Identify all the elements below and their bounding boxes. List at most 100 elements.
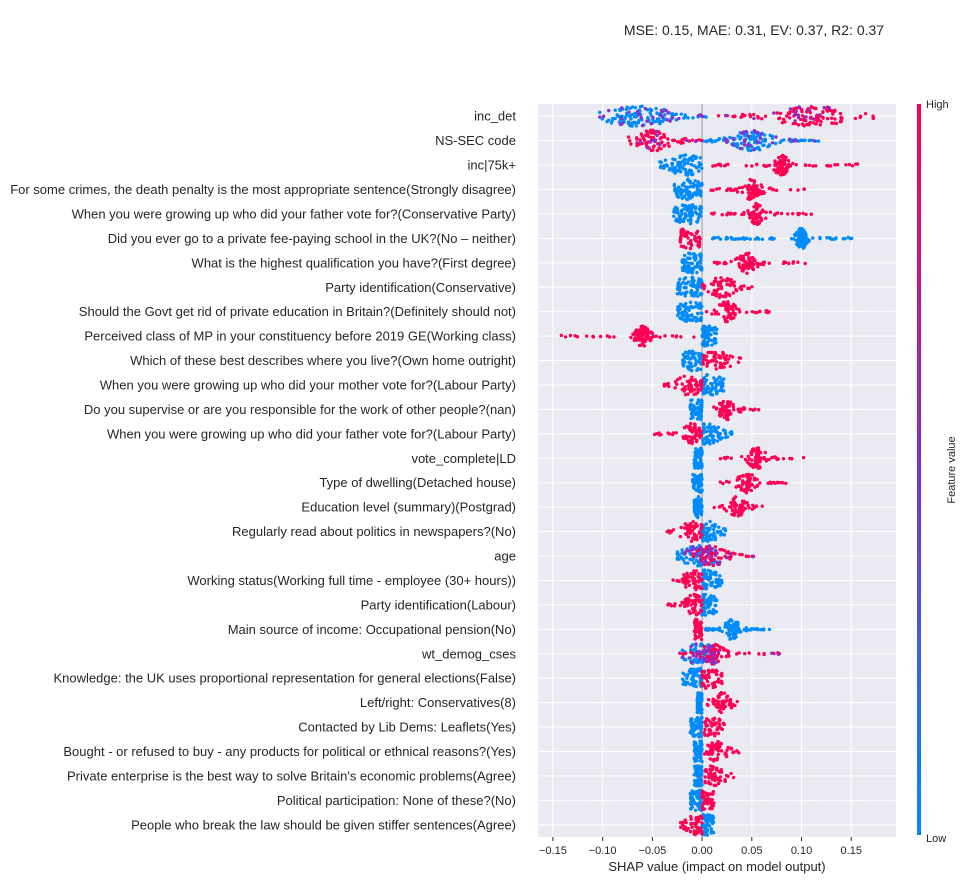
shap-point — [856, 162, 859, 165]
shap-point — [712, 759, 715, 762]
shap-point — [707, 550, 710, 553]
shap-point — [714, 669, 717, 672]
shap-point — [715, 673, 718, 676]
shap-point — [693, 537, 696, 540]
shap-point — [740, 288, 743, 291]
shap-point — [687, 219, 690, 222]
shap-point — [642, 337, 645, 340]
shap-point — [689, 651, 692, 654]
shap-point — [682, 167, 685, 170]
shap-point — [803, 262, 806, 265]
shap-point — [743, 114, 746, 117]
shap-point — [750, 256, 753, 259]
shap-point — [712, 766, 715, 769]
shap-point — [659, 147, 662, 150]
shap-point — [756, 115, 759, 118]
shap-point — [708, 546, 711, 549]
shap-point — [718, 261, 721, 264]
shap-point — [702, 392, 705, 395]
shap-point — [772, 111, 775, 114]
shap-point — [674, 166, 677, 169]
shap-point — [707, 332, 710, 335]
shap-point — [693, 257, 696, 260]
shap-point — [564, 335, 567, 338]
shap-point — [696, 417, 699, 420]
shap-point — [718, 375, 721, 378]
shap-point — [680, 821, 683, 824]
shap-point — [782, 457, 785, 460]
shap-point — [710, 351, 713, 354]
shap-point — [714, 290, 717, 293]
shap-point — [718, 432, 721, 435]
shap-point — [718, 745, 721, 748]
shap-point — [776, 171, 779, 174]
shap-point — [793, 113, 796, 116]
shap-point — [719, 693, 722, 696]
shap-point — [719, 361, 722, 364]
shap-point — [697, 495, 700, 498]
shap-point — [607, 119, 610, 122]
colorbar — [917, 104, 921, 835]
shap-point — [639, 325, 642, 328]
shap-point — [698, 448, 701, 451]
shap-point — [696, 586, 699, 589]
feature-label: Left/right: Conservatives(8) — [360, 695, 516, 710]
feature-label: Do you supervise or are you responsible … — [84, 402, 516, 417]
shap-point — [629, 142, 632, 145]
shap-point — [717, 753, 720, 756]
shap-point — [763, 456, 766, 459]
x-axis-ticks: −0.15 −0.10 −0.05 0.00 0.05 0.10 0.15 — [539, 837, 862, 857]
shap-point — [693, 741, 696, 744]
shap-point — [689, 357, 692, 360]
shap-point — [701, 789, 704, 792]
shap-point — [627, 110, 630, 113]
x-tick-label: 0.10 — [791, 845, 812, 857]
shap-point — [747, 196, 750, 199]
shap-point — [780, 212, 783, 215]
shap-point — [768, 262, 771, 265]
shap-point — [685, 572, 688, 575]
shap-point — [681, 388, 684, 391]
shap-point — [688, 204, 691, 207]
shap-point — [693, 586, 696, 589]
shap-point — [723, 456, 726, 459]
feature-label: Knowledge: the UK uses proportional repr… — [54, 671, 516, 686]
shap-point — [718, 402, 721, 405]
shap-point — [691, 194, 694, 197]
shap-point — [694, 461, 697, 464]
shap-point — [682, 291, 685, 294]
shap-point — [757, 467, 760, 470]
shap-point — [697, 707, 700, 710]
shap-point — [637, 113, 640, 116]
shap-point — [726, 775, 729, 778]
shap-point — [803, 187, 806, 190]
shap-point — [689, 211, 692, 214]
shap-point — [844, 163, 847, 166]
shap-point — [680, 548, 683, 551]
shap-point — [689, 422, 692, 425]
shap-point — [688, 366, 691, 369]
shap-point — [708, 773, 711, 776]
shap-point — [560, 334, 563, 337]
shap-point — [684, 522, 687, 525]
shap-point — [699, 418, 702, 421]
shap-point — [781, 121, 784, 124]
shap-point — [667, 145, 670, 148]
shap-point — [719, 775, 722, 778]
shap-point — [744, 253, 747, 256]
shap-point — [674, 113, 677, 116]
shap-point — [713, 655, 716, 658]
shap-point — [726, 695, 729, 698]
shap-point — [707, 578, 710, 581]
shap-point — [677, 311, 680, 314]
shap-point — [821, 116, 824, 119]
shap-point — [811, 117, 814, 120]
shap-point — [739, 237, 742, 240]
shap-point — [736, 190, 739, 193]
shap-point — [674, 211, 677, 214]
shap-point — [700, 832, 703, 835]
shap-point — [704, 797, 707, 800]
shap-point — [791, 162, 794, 165]
shap-point — [685, 172, 688, 175]
shap-point — [731, 312, 734, 315]
